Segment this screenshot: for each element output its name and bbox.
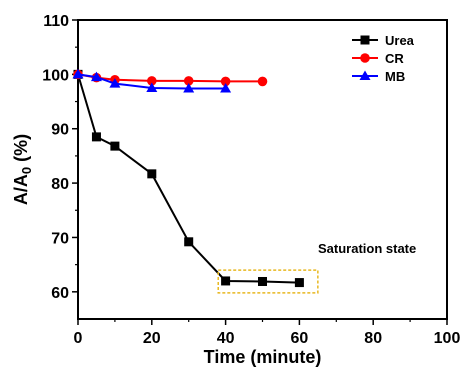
y-tick-label: 70 (51, 230, 69, 247)
y-axis-title-main: A/A (11, 174, 31, 205)
legend-label-mb: MB (385, 69, 405, 84)
data-point-cr (257, 76, 268, 87)
data-point-mb (109, 78, 121, 88)
data-point-urea (110, 141, 120, 151)
series-urea (73, 69, 304, 288)
annotation-layer: Saturation state (217, 241, 416, 294)
y-axis-title-subscript: 0 (19, 167, 34, 174)
series-mb (72, 68, 232, 93)
data-point-urea (221, 276, 231, 286)
saturation-box (217, 269, 319, 294)
data-point-urea (294, 278, 304, 288)
legend-marker-cr (360, 53, 370, 63)
data-point-mb (90, 71, 102, 82)
legend: Urea CR MB (352, 33, 415, 84)
data-point-mb (220, 82, 232, 93)
data-point-cr (147, 76, 157, 86)
series-cr (73, 69, 268, 87)
data-point-mb (72, 68, 84, 79)
y-tick-label: 100 (42, 67, 69, 84)
series-line-urea (77, 74, 300, 284)
series-layer (72, 68, 304, 288)
y-axis-title: A/A0 (%) (11, 134, 34, 205)
x-tick-label: 100 (434, 330, 461, 347)
x-tick-label: 40 (217, 330, 235, 347)
legend-label-urea: Urea (385, 33, 415, 48)
data-point-mb (146, 82, 158, 92)
series-line-mb (77, 73, 226, 90)
legend-marker-urea (360, 35, 370, 45)
x-tick-label: 0 (74, 330, 83, 347)
y-tick-label: 80 (51, 176, 69, 193)
data-point-cr (183, 76, 194, 86)
y-tick-label: 90 (51, 122, 69, 139)
data-point-urea (91, 132, 101, 142)
x-tick-label: 20 (143, 330, 161, 347)
annotation-label: Saturation state (318, 241, 416, 256)
x-axis-title: Time (minute) (204, 347, 322, 367)
y-tick-label: 60 (51, 285, 69, 302)
data-point-mb (183, 82, 195, 93)
ticks-layer: 0 20 40 60 80 100 60 70 80 90 100 110 (42, 13, 460, 347)
data-point-urea (147, 169, 157, 179)
y-tick-label: 110 (43, 13, 69, 30)
x-tick-label: 60 (291, 330, 309, 347)
legend-marker-mb (359, 70, 371, 80)
y-axis-title-unit: (%) (11, 134, 31, 167)
data-point-urea (184, 237, 194, 247)
data-point-cr (220, 76, 231, 87)
legend-label-cr: CR (385, 51, 404, 66)
data-point-urea (258, 276, 267, 286)
x-tick-label: 80 (364, 330, 382, 347)
